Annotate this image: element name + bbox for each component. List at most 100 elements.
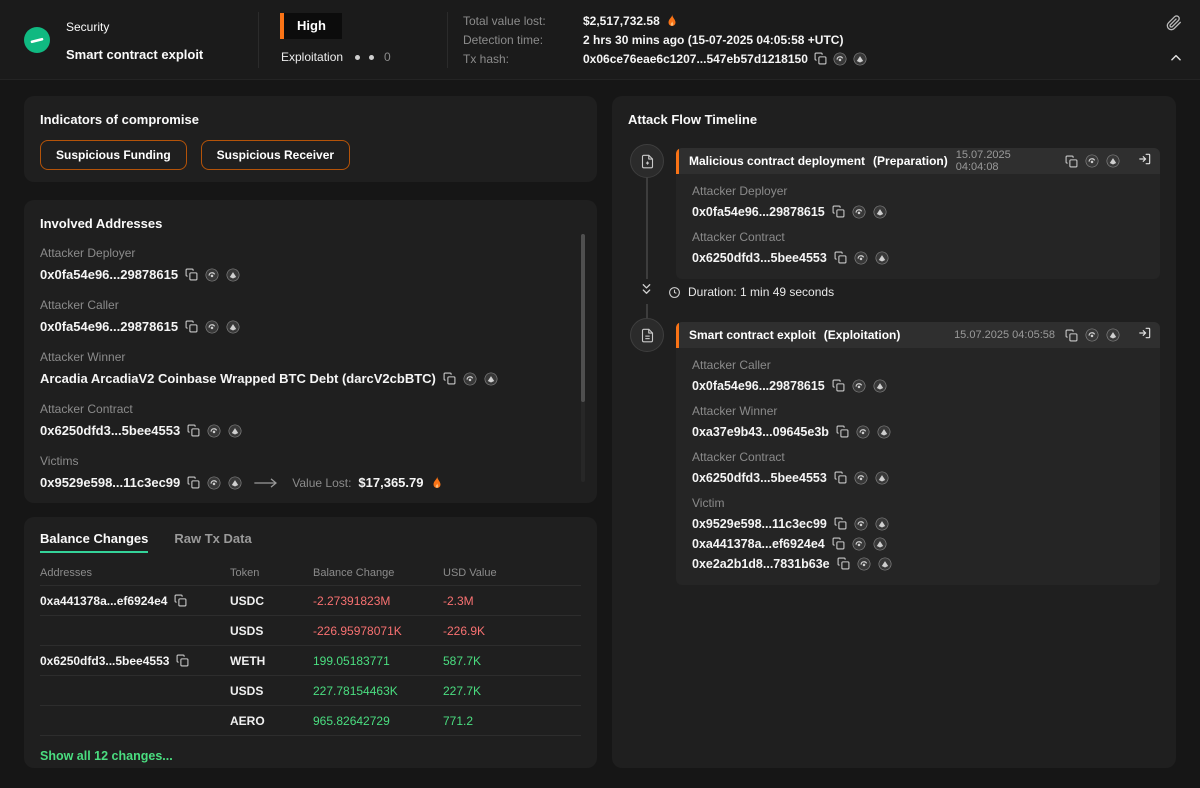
chevron-up-icon (1169, 51, 1183, 65)
tab-balance-changes[interactable]: Balance Changes (40, 531, 149, 553)
event-header: Malicious contract deployment (Preparati… (676, 148, 1160, 174)
col-token: Token (230, 567, 260, 579)
address[interactable]: 0xe2a2b1d8...7831b63e (692, 556, 830, 571)
copy-icon[interactable] (836, 425, 849, 438)
explorer-icon[interactable] (207, 476, 221, 490)
address[interactable]: 0x6250dfd3...5bee4553 (692, 470, 827, 485)
copy-icon[interactable] (832, 537, 845, 550)
explorer-icon[interactable] (463, 372, 477, 386)
ioc-chip-suspicious-receiver[interactable]: Suspicious Receiver (200, 140, 351, 170)
tracker-icon[interactable] (226, 320, 240, 334)
tracker-icon[interactable] (877, 425, 891, 439)
explorer-icon[interactable] (205, 268, 219, 282)
address-role: Attacker Contract (692, 450, 785, 464)
explorer-icon[interactable] (852, 379, 866, 393)
explorer-icon[interactable] (1085, 328, 1099, 342)
ioc-title: Indicators of compromise (40, 112, 199, 127)
row-address[interactable]: 0x6250dfd3...5bee4553 (40, 653, 170, 668)
explorer-icon[interactable] (852, 205, 866, 219)
address[interactable]: 0xa441378a...ef6924e4 (692, 536, 825, 551)
address[interactable]: 0x6250dfd3...5bee4553 (40, 423, 181, 438)
tracker-icon[interactable] (228, 424, 242, 438)
address[interactable]: Arcadia ArcadiaV2 Coinbase Wrapped BTC D… (40, 371, 436, 386)
table-header-row: Addresses Token Balance Change USD Value (40, 561, 581, 586)
tx-hash-value[interactable]: 0x06ce76eae6c1207...547eb57d1218150 (583, 51, 808, 66)
explorer-icon[interactable] (852, 537, 866, 551)
tracker-icon[interactable] (226, 268, 240, 282)
timeline-event-exploitation: Smart contract exploit (Exploitation) 15… (676, 322, 1160, 585)
copy-icon[interactable] (443, 372, 456, 385)
explorer-icon[interactable] (205, 320, 219, 334)
copy-icon[interactable] (832, 205, 845, 218)
row-address[interactable]: 0xa441378a...ef6924e4 (40, 593, 168, 608)
tab-raw-tx-data[interactable]: Raw Tx Data (174, 531, 252, 546)
explorer-icon[interactable] (856, 425, 870, 439)
open-tx-button[interactable] (1138, 326, 1152, 345)
copy-icon[interactable] (834, 471, 847, 484)
copy-icon[interactable] (834, 517, 847, 530)
balance-table: Addresses Token Balance Change USD Value… (40, 561, 581, 736)
copy-icon[interactable] (837, 557, 850, 570)
copy-icon[interactable] (187, 476, 200, 489)
tracker-icon[interactable] (875, 471, 889, 485)
explorer-icon[interactable] (833, 52, 847, 66)
address[interactable]: 0x0fa54e96...29878615 (40, 319, 179, 334)
tracker-icon[interactable] (853, 52, 867, 66)
show-all-changes-link[interactable]: Show all 12 changes... (40, 749, 173, 763)
ioc-chip-suspicious-funding[interactable]: Suspicious Funding (40, 140, 187, 170)
copy-icon[interactable] (814, 52, 827, 65)
explorer-icon[interactable] (207, 424, 221, 438)
timeline-event-preparation: Malicious contract deployment (Preparati… (676, 148, 1160, 279)
copy-icon[interactable] (185, 268, 198, 281)
address[interactable]: 0x0fa54e96...29878615 (692, 204, 825, 219)
explorer-icon[interactable] (854, 251, 868, 265)
collapse-panel-button[interactable] (1169, 51, 1183, 70)
address[interactable]: 0x9529e598...11c3ec99 (692, 516, 827, 531)
tracker-icon[interactable] (878, 557, 892, 571)
copy-icon[interactable] (174, 594, 187, 607)
tracker-icon[interactable] (228, 476, 242, 490)
tx-hash-row: Tx hash: 0x06ce76eae6c1207...547eb57d121… (463, 49, 867, 68)
copy-icon[interactable] (185, 320, 198, 333)
scrollbar-track[interactable] (581, 234, 585, 482)
table-row: 0x6250dfd3...5bee4553 WETH 199.05183771 … (40, 646, 581, 676)
copy-icon[interactable] (832, 379, 845, 392)
tracker-icon[interactable] (873, 379, 887, 393)
explorer-icon[interactable] (1085, 154, 1099, 168)
open-tx-button[interactable] (1138, 152, 1152, 171)
copy-icon[interactable] (1065, 155, 1078, 168)
header-divider (447, 12, 448, 68)
address[interactable]: 0x0fa54e96...29878615 (40, 267, 179, 282)
copy-icon[interactable] (187, 424, 200, 437)
victim-entry: Victims 0x9529e598...11c3ec99 Value Lost… (40, 454, 581, 491)
tracker-icon[interactable] (873, 205, 887, 219)
address[interactable]: 0x6250dfd3...5bee4553 (692, 250, 827, 265)
tracker-icon[interactable] (1106, 328, 1120, 342)
tracker-icon[interactable] (1106, 154, 1120, 168)
scrollbar-thumb[interactable] (581, 234, 585, 402)
open-icon (1138, 326, 1152, 340)
tracker-icon[interactable] (873, 537, 887, 551)
event-body: Attacker Caller 0x0fa54e96...29878615 At… (676, 348, 1160, 585)
address[interactable]: 0x0fa54e96...29878615 (692, 378, 825, 393)
indicators-of-compromise-card: Indicators of compromise Suspicious Fund… (24, 96, 597, 182)
attach-icon[interactable] (1166, 15, 1182, 36)
tracker-icon[interactable] (484, 372, 498, 386)
address[interactable]: 0x9529e598...11c3ec99 (40, 475, 181, 490)
tracker-icon[interactable] (875, 517, 889, 531)
row-usd-value: -226.9K (443, 623, 486, 638)
address-entry: Attacker Deployer 0x0fa54e96...29878615 (40, 246, 581, 283)
tracker-icon[interactable] (875, 251, 889, 265)
explorer-icon[interactable] (854, 517, 868, 531)
copy-icon[interactable] (834, 251, 847, 264)
copy-icon[interactable] (176, 654, 189, 667)
address[interactable]: 0xa37e9b43...09645e3b (692, 424, 829, 439)
row-balance-change: -226.95978071K (313, 623, 402, 638)
event-header: Smart contract exploit (Exploitation) 15… (676, 322, 1160, 348)
copy-icon[interactable] (1065, 329, 1078, 342)
involved-addresses-title: Involved Addresses (40, 216, 163, 231)
explorer-icon[interactable] (854, 471, 868, 485)
explorer-icon[interactable] (857, 557, 871, 571)
phase-dot (355, 54, 361, 60)
exploit-doc-icon (640, 328, 655, 343)
